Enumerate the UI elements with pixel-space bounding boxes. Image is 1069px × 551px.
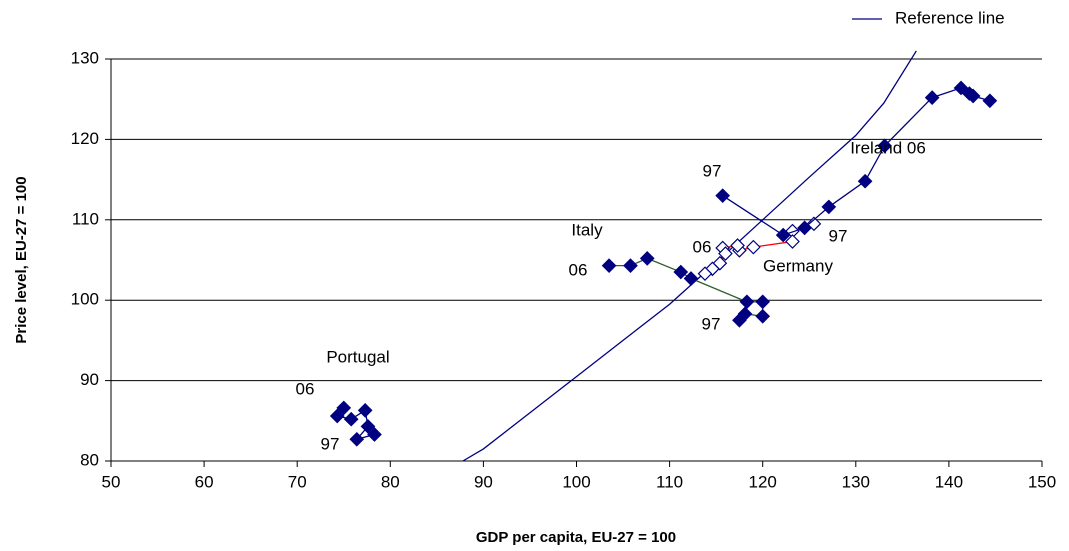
x-tick-label: 80 (381, 472, 400, 491)
x-tick-label: 70 (288, 472, 307, 491)
annotation: 97 (702, 314, 721, 333)
annotation: 06 (569, 260, 588, 279)
data-point (715, 188, 731, 204)
data-point (730, 238, 745, 253)
annotation: 97 (829, 226, 848, 245)
y-tick-label: 80 (80, 450, 99, 469)
data-point (821, 199, 837, 215)
legend-label: Reference line (895, 8, 1005, 27)
y-tick-label: 100 (71, 290, 99, 309)
annotation: 97 (321, 434, 340, 453)
data-point (877, 138, 893, 154)
data-point (367, 427, 382, 442)
annotation: Portugal (326, 347, 389, 366)
data-point (697, 266, 713, 282)
x-tick-label: 50 (102, 472, 121, 491)
series-line (722, 87, 991, 236)
x-tick-label: 130 (842, 472, 870, 491)
x-tick-label: 90 (474, 472, 493, 491)
series-line (462, 50, 917, 462)
data-point (755, 294, 771, 310)
data-point (857, 173, 873, 189)
data-point (673, 264, 689, 280)
x-tick-label: 100 (562, 472, 590, 491)
annotation: Germany (763, 256, 833, 275)
data-point (357, 402, 373, 418)
data-point (336, 400, 352, 416)
annotation: 06 (693, 237, 712, 256)
data-point (982, 93, 998, 109)
data-point (797, 220, 812, 236)
series-line (609, 257, 764, 321)
annotation: 06 (296, 379, 315, 398)
data-point (623, 258, 638, 273)
data-point (683, 271, 699, 286)
data-point (329, 408, 345, 424)
data-point (785, 234, 800, 249)
data-point (639, 251, 655, 266)
data-point (755, 308, 771, 324)
x-tick-label: 120 (749, 472, 777, 491)
data-point (775, 227, 791, 243)
annotation: Ireland 06 (850, 138, 926, 157)
y-axis-title: Price level, EU-27 = 100 (13, 176, 30, 343)
data-point (924, 90, 940, 105)
data-point (360, 419, 376, 434)
data-point (343, 411, 359, 427)
data-point (349, 431, 365, 447)
x-tick-label: 140 (935, 472, 963, 491)
data-point (953, 80, 969, 96)
y-tick-label: 130 (71, 48, 99, 67)
x-axis-title: GDP per capita, EU-27 = 100 (476, 529, 676, 546)
y-tick-label: 120 (71, 129, 99, 148)
data-point (746, 239, 761, 255)
y-tick-label: 110 (72, 209, 99, 228)
annotation: Italy (571, 220, 603, 239)
y-tick-label: 90 (80, 370, 99, 389)
annotation: 97 (703, 161, 722, 180)
x-tick-label: 150 (1028, 472, 1056, 491)
data-point (718, 246, 733, 261)
data-point (739, 294, 755, 310)
x-tick-label: 110 (656, 472, 683, 491)
data-point (965, 88, 981, 104)
data-point (601, 258, 617, 273)
data-point (737, 306, 753, 322)
x-tick-label: 60 (195, 472, 214, 491)
